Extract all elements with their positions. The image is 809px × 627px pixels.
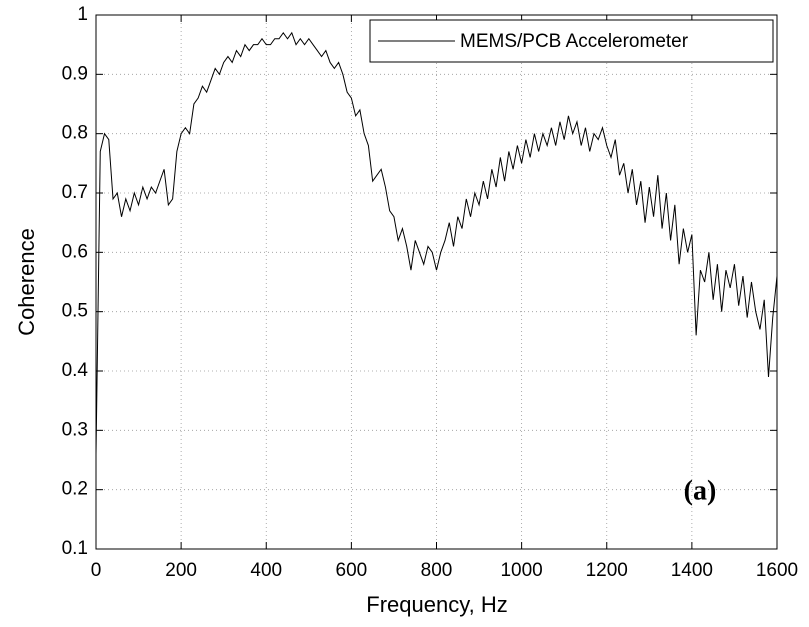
x-tick-label: 400 (250, 560, 282, 581)
x-tick-label: 800 (421, 560, 453, 581)
x-tick-label: 600 (336, 560, 368, 581)
plot-frame (95, 14, 778, 550)
y-tick-label: 0.1 (62, 538, 88, 559)
legend-label: MEMS/PCB Accelerometer (460, 31, 689, 52)
y-tick-label: 0.2 (62, 479, 88, 500)
y-tick-label: 1 (77, 4, 88, 25)
y-tick-label: 0.5 (62, 301, 88, 322)
y-tick-label: 0.3 (62, 419, 88, 440)
x-tick-label: 1600 (756, 560, 798, 581)
x-tick-label: 200 (165, 560, 197, 581)
y-tick-label: 0.6 (62, 241, 88, 262)
data-line (95, 31, 778, 455)
y-tick-label: 0.4 (62, 360, 89, 381)
x-tick-label: 1400 (671, 560, 713, 581)
x-tick-label: 1000 (500, 560, 542, 581)
y-axis-label: Coherence (14, 228, 39, 336)
x-tick-label: 0 (91, 560, 102, 581)
y-tick-label: 0.9 (62, 63, 88, 84)
x-axis-label: Frequency, Hz (366, 592, 507, 617)
y-tick-label: 0.7 (62, 182, 88, 203)
y-tick-label: 0.8 (62, 123, 88, 144)
x-tick-label: 1200 (586, 560, 628, 581)
annotation: (a) (684, 475, 717, 506)
